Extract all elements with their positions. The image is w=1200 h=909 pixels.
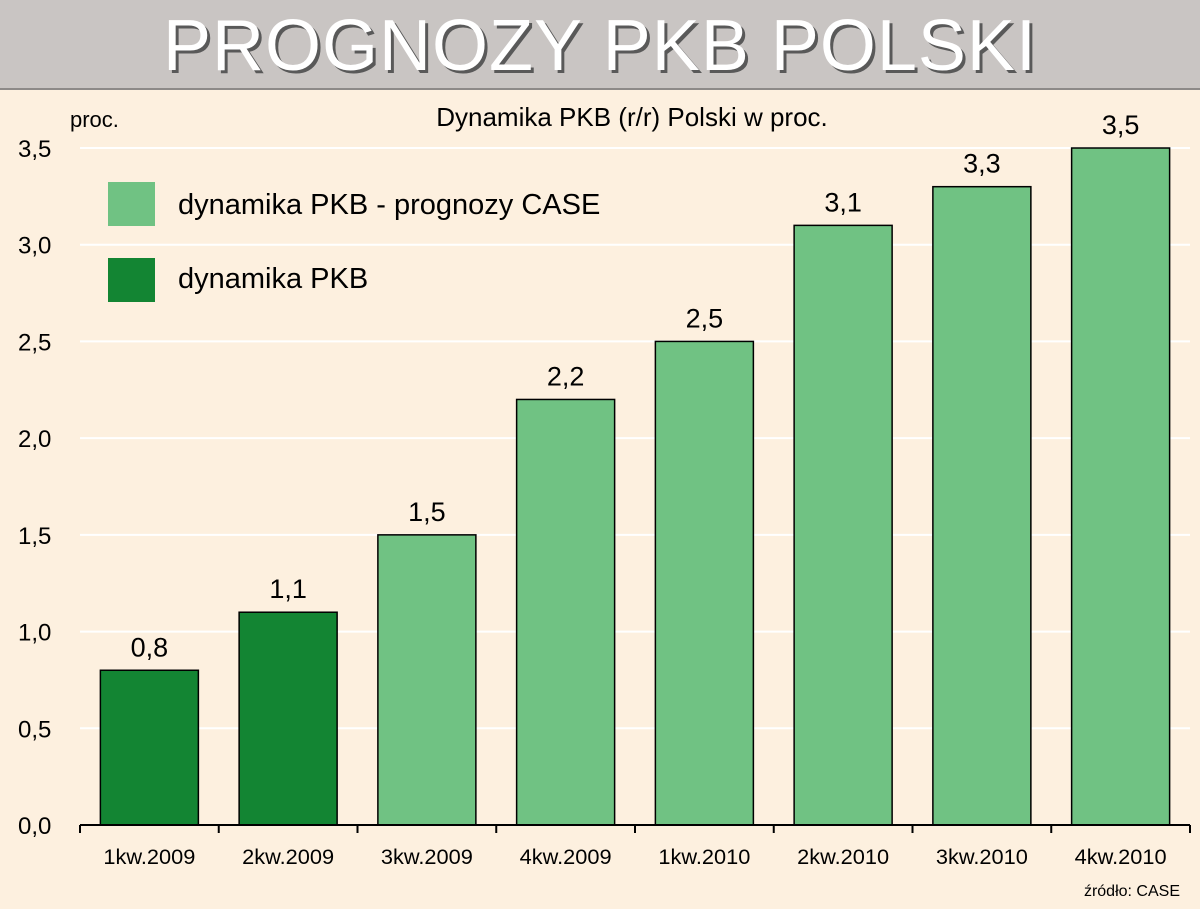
x-tick-label: 2kw.2009 <box>242 846 334 869</box>
bar <box>99 669 200 826</box>
legend-label-forecast: dynamika PKB - prognozy CASE <box>178 189 600 221</box>
y-tick-label: 2,5 <box>18 329 51 356</box>
x-tick-label: 1kw.2009 <box>103 846 195 869</box>
y-tick-label: 2,0 <box>18 426 51 453</box>
y-tick-label: 0,5 <box>18 716 51 743</box>
y-tick-label: 3,0 <box>18 233 51 260</box>
x-tick-label: 3kw.2010 <box>936 846 1028 869</box>
bar <box>654 340 755 826</box>
y-tick-label: 1,5 <box>18 523 51 550</box>
x-tick-label: 2kw.2010 <box>797 846 889 869</box>
source-note: źródło: CASE <box>1084 883 1180 900</box>
chart-title: Dynamika PKB (r/r) Polski w proc. <box>436 102 828 132</box>
bar <box>377 534 477 826</box>
bar-value-label: 3,3 <box>963 149 1001 179</box>
bar <box>793 224 893 826</box>
bar-value-label: 2,5 <box>686 303 724 333</box>
bar-value-label: 3,5 <box>1102 110 1140 140</box>
legend: dynamika PKB - prognozy CASE dynamika PK… <box>108 182 600 302</box>
y-tick-label: 0,0 <box>18 813 51 840</box>
bar <box>1070 147 1171 826</box>
y-tick-label: 3,5 <box>18 136 51 163</box>
bar-value-label: 1,1 <box>269 574 307 604</box>
x-axis-labels: 1kw.2009 2kw.2009 3kw.2009 4kw.2009 1kw.2010… <box>79 825 1191 869</box>
bar <box>238 611 338 826</box>
bar-value-label: 0,8 <box>131 632 169 662</box>
x-tick-label: 1kw.2010 <box>658 846 750 869</box>
y-axis-ticks: 0,0 0,5 1,0 1,5 2,0 2,5 3,0 3,5 <box>18 136 51 840</box>
bar <box>932 185 1032 826</box>
bar-value-label: 3,1 <box>824 187 862 217</box>
header-banner: PROGNOZY PKB POLSKI <box>0 0 1200 90</box>
x-tick-label: 3kw.2009 <box>381 846 473 869</box>
legend-swatch-forecast <box>108 182 155 226</box>
bar <box>515 398 616 826</box>
x-tick-label: 4kw.2009 <box>520 846 612 869</box>
bar-value-label: 1,5 <box>408 497 446 527</box>
bars-layer: 0,8 1,1 1,5 2,2 2,5 3,1 3,3 3,5 <box>99 110 1171 826</box>
y-axis-label: proc. <box>70 107 119 132</box>
y-tick-label: 1,0 <box>18 620 51 647</box>
legend-label-actual: dynamika PKB <box>178 263 368 295</box>
main-title: PROGNOZY PKB POLSKI <box>163 6 1037 86</box>
x-tick-label: 4kw.2010 <box>1075 846 1167 869</box>
bar-value-label: 2,2 <box>547 361 585 391</box>
legend-swatch-actual <box>108 258 155 302</box>
